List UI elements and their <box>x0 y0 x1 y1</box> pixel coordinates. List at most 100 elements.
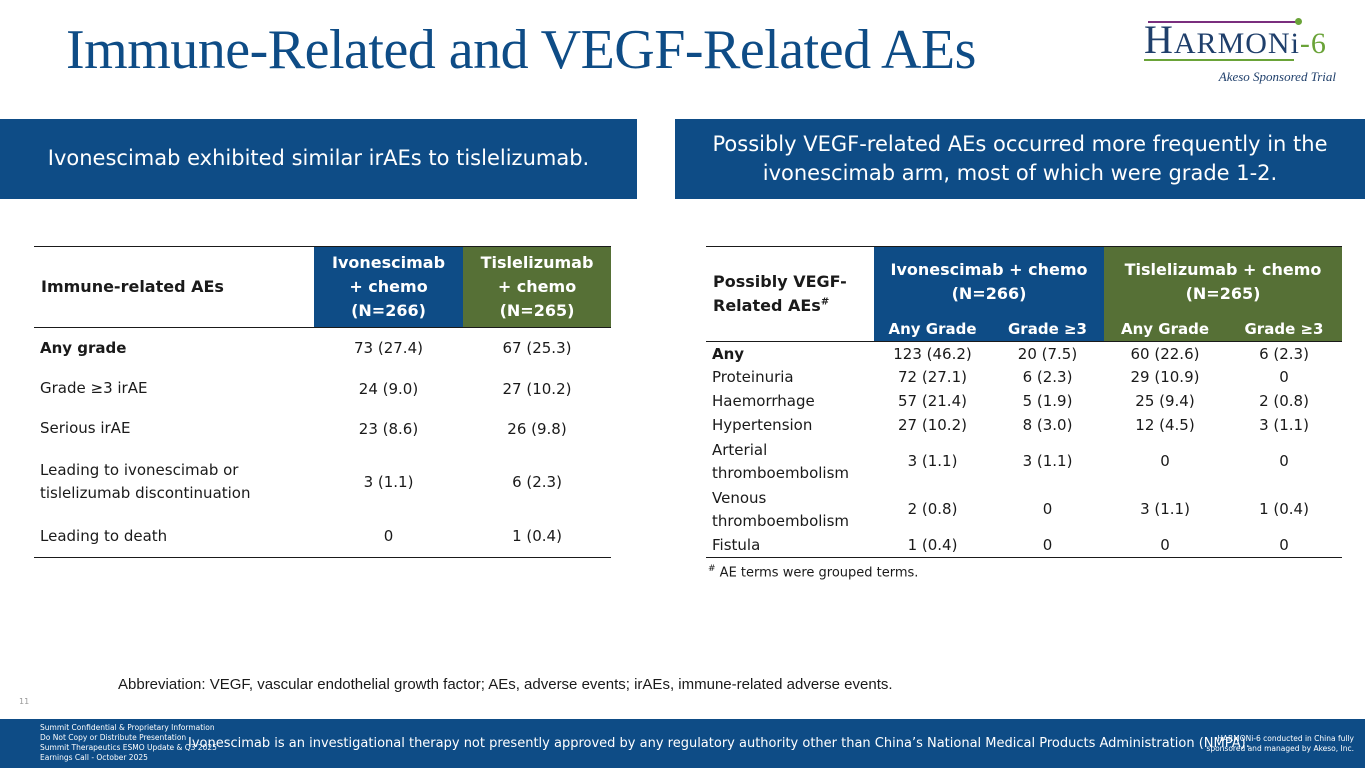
table-footnote: # AE terms were grouped terms. <box>708 564 918 580</box>
footer-line: Earnings Call - October 2025 <box>40 753 148 762</box>
cell-ivo-g3: 20 (7.5) <box>1017 344 1078 363</box>
row-label: Fistula <box>712 536 761 554</box>
logo-suffix: -6 <box>1299 27 1327 60</box>
cell-tis-any: 0 <box>1160 452 1170 471</box>
subheader-tis-any-grade: Any Grade <box>1104 317 1226 342</box>
footer-line: Summit Confidential & Proprietary Inform… <box>40 723 215 732</box>
header-line: Possibly VEGF- <box>713 272 847 291</box>
row-label: Venous thromboembolism <box>706 486 874 534</box>
cell-tislelizumab: 1 (0.4) <box>512 526 562 545</box>
slide-title: Immune-Related and VEGF-Related AEs <box>66 19 976 81</box>
row-label-line: Leading to ivonescimab or <box>40 461 239 479</box>
cell-tislelizumab: 6 (2.3) <box>512 472 562 491</box>
footer-line: Do Not Copy or Distribute Presentation <box>40 733 187 742</box>
cell-ivo-any: 123 (46.2) <box>893 344 972 363</box>
footer-confidential-notice: Summit Confidential & Proprietary Inform… <box>40 723 217 763</box>
cell-tis-any: 12 (4.5) <box>1135 416 1195 435</box>
table-row: Leading to ivonescimab or tislelizumab d… <box>34 449 611 515</box>
cell-tislelizumab: 26 (9.8) <box>507 419 567 438</box>
footnote-marker: # <box>820 296 830 308</box>
row-header-vegf-related-aes: Possibly VEGF- Related AEs# <box>706 247 874 342</box>
cell-tis-any: 25 (9.4) <box>1135 392 1195 411</box>
immune-related-aes-table: Immune-related AEs Ivonescimab + chemo (… <box>34 246 611 558</box>
header-line: (N=265) <box>1185 284 1261 304</box>
header-line: Ivonescimab <box>331 253 446 272</box>
page-number: 11 <box>19 697 30 706</box>
table-row: Leading to death 0 1 (0.4) <box>34 515 611 558</box>
row-label-line: Venous <box>712 489 767 507</box>
row-header-immune-related-aes: Immune-related AEs <box>41 277 224 296</box>
row-label-line: thromboembolism <box>712 463 850 482</box>
abbreviation-note: Abbreviation: VEGF, vascular endothelial… <box>118 676 893 693</box>
row-label: Proteinuria <box>712 368 794 387</box>
logo-letters-armon: ARMON <box>1173 27 1291 60</box>
header-text: Related AEs <box>713 296 821 315</box>
header-line: + chemo <box>349 277 428 296</box>
row-label: Hypertension <box>712 416 813 435</box>
row-label: Haemorrhage <box>712 392 815 411</box>
table-row: Grade ≥3 irAE 24 (9.0) 27 (10.2) <box>34 369 611 409</box>
vegf-related-aes-table: Possibly VEGF- Related AEs# Ivonescimab … <box>706 246 1342 558</box>
footnote-text: AE terms were grouped terms. <box>715 565 919 581</box>
logo-dot-icon <box>1295 18 1302 25</box>
row-label: Arterial thromboembolism <box>706 438 874 486</box>
logo-bottom-rule <box>1144 59 1294 61</box>
cell-tis-g3: 2 (0.8) <box>1259 392 1309 411</box>
footer-bar: Summit Confidential & Proprietary Inform… <box>0 719 1365 768</box>
cell-tis-g3: 0 <box>1279 368 1289 387</box>
table-header-row: Immune-related AEs Ivonescimab + chemo (… <box>34 246 611 328</box>
logo-wordmark: HARMONi-6 <box>1144 16 1327 63</box>
header-line: Related AEs# <box>713 294 874 318</box>
cell-ivo-any: 2 (0.8) <box>907 500 958 519</box>
cell-ivo-any: 1 (0.4) <box>907 536 958 554</box>
header-line: (N=266) <box>351 301 426 320</box>
row-label-line: tislelizumab discontinuation <box>40 483 251 502</box>
row-label: Serious irAE <box>40 419 131 438</box>
cell-tis-g3: 0 <box>1279 536 1289 554</box>
row-label: Any <box>712 344 745 363</box>
cell-tis-any: 3 (1.1) <box>1140 500 1190 519</box>
row-label: Leading to ivonescimab or tislelizumab d… <box>34 449 314 515</box>
subheader-tis-grade-3: Grade ≥3 <box>1226 317 1342 342</box>
cell-ivo-any: 57 (21.4) <box>898 392 967 411</box>
header-line: (N=266) <box>951 284 1027 304</box>
subheader-ivo-any-grade: Any Grade <box>874 317 991 342</box>
header-line: Tislelizumab + chemo <box>1124 260 1322 280</box>
footer-line: Summit Therapeutics ESMO Update & Q3 202… <box>40 743 217 752</box>
header-line: Tislelizumab <box>480 253 594 272</box>
footer-disclaimer: Ivonescimab is an investigational therap… <box>188 736 1250 751</box>
subheader-ivo-grade-3: Grade ≥3 <box>991 317 1104 342</box>
left-banner-text: Ivonescimab exhibited similar irAEs to t… <box>47 146 590 171</box>
cell-tislelizumab: 27 (10.2) <box>502 379 572 398</box>
cell-tis-g3: 0 <box>1279 452 1289 471</box>
cell-ivo-any: 27 (10.2) <box>898 416 967 435</box>
cell-ivonescimab: 23 (8.6) <box>358 419 419 438</box>
logo-letter-i: i <box>1290 27 1300 60</box>
column-group-ivonescimab: Ivonescimab + chemo (N=266) <box>874 246 1104 318</box>
footer-line: HARMONi-6 conducted in China fully <box>1217 734 1354 743</box>
row-label: Leading to death <box>40 526 168 545</box>
right-banner-text: Possibly VEGF-related AEs occurred more … <box>712 131 1328 185</box>
right-banner: Possibly VEGF-related AEs occurred more … <box>675 119 1365 199</box>
footer-line: sponsored and managed by Akeso, Inc. <box>1206 744 1354 753</box>
header-line: (N=265) <box>499 301 575 320</box>
table-row: Any grade 73 (27.4) 67 (25.3) <box>34 328 611 369</box>
table-row: Serious irAE 23 (8.6) 26 (9.8) <box>34 409 611 449</box>
cell-tislelizumab: 67 (25.3) <box>502 339 572 358</box>
footer-sponsor-note: HARMONi-6 conducted in China fully spons… <box>1206 734 1354 754</box>
cell-tis-any: 60 (22.6) <box>1130 344 1200 363</box>
row-label-line: Arterial <box>712 441 768 459</box>
column-header-ivonescimab: Ivonescimab + chemo (N=266) <box>314 246 463 328</box>
row-label: Any grade <box>40 339 127 357</box>
table-row: Haemorrhage 57 (21.4) 5 (1.9) 25 (9.4) 2… <box>706 390 1342 414</box>
harmoni-6-logo: HARMONi-6 Akeso Sponsored Trial <box>1140 14 1350 86</box>
table-row: Venous thromboembolism 2 (0.8) 0 3 (1.1)… <box>706 486 1342 534</box>
cell-tis-g3: 1 (0.4) <box>1259 500 1309 519</box>
column-header-tislelizumab: Tislelizumab + chemo (N=265) <box>463 246 611 328</box>
row-label: Grade ≥3 irAE <box>40 379 148 398</box>
header-line: Ivonescimab + chemo <box>890 260 1088 280</box>
cell-ivo-g3: 8 (3.0) <box>1022 416 1073 435</box>
cell-ivonescimab: 0 <box>383 526 394 545</box>
table-subheader-row: Any Grade Grade ≥3 Any Grade Grade ≥3 <box>706 317 1342 342</box>
column-group-tislelizumab: Tislelizumab + chemo (N=265) <box>1104 246 1342 318</box>
